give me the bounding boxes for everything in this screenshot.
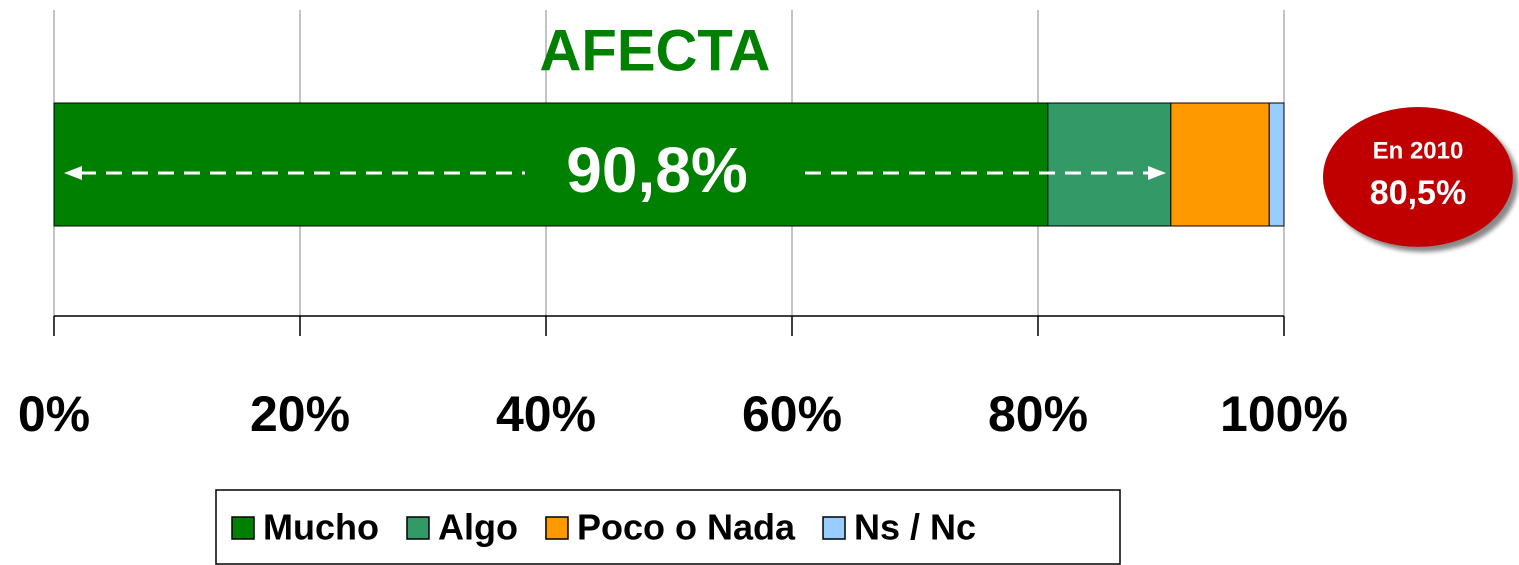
arrow-head: [64, 166, 82, 180]
bar: [1268, 102, 1285, 227]
arrow-head: [1148, 166, 1166, 180]
x-tick-label: 0%: [18, 386, 90, 442]
x-tick-label: 100%: [1220, 386, 1348, 442]
annotation: En 2010: [1373, 137, 1464, 164]
legend-swatch: [822, 516, 846, 540]
badge: [1323, 107, 1513, 247]
legend-swatch: [406, 516, 430, 540]
legend-label: Mucho: [263, 507, 379, 548]
legend-label: Ns / Nc: [854, 507, 976, 548]
legend-label: Algo: [438, 507, 518, 548]
bar: [53, 102, 1049, 227]
bar: [1170, 102, 1270, 227]
legend-swatch: [231, 516, 255, 540]
legend-swatch: [545, 516, 569, 540]
bar: [1047, 102, 1172, 227]
legend-label: Poco o Nada: [577, 507, 796, 548]
annotation: 80,5%: [1370, 174, 1466, 212]
x-tick-label: 80%: [988, 386, 1088, 442]
annotation: 90,8%: [566, 134, 747, 206]
x-tick-label: 60%: [742, 386, 842, 442]
chart-title: AFECTA: [540, 18, 771, 83]
x-tick-label: 40%: [496, 386, 596, 442]
legend-box: [215, 489, 1121, 565]
x-tick-label: 20%: [250, 386, 350, 442]
